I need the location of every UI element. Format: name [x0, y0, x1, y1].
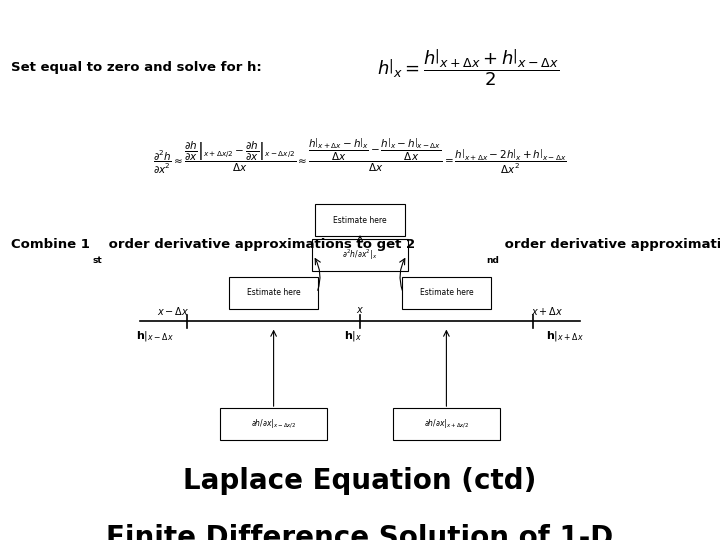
Text: Finite Difference Solution of 1-D: Finite Difference Solution of 1-D	[107, 524, 613, 540]
FancyBboxPatch shape	[402, 277, 491, 309]
Text: $\left. h \right|_x = \dfrac{\left. h \right|_{x+\Delta x} + \left. h \right|_{x: $\left. h \right|_x = \dfrac{\left. h \r…	[377, 47, 559, 88]
FancyBboxPatch shape	[312, 239, 408, 271]
Text: Estimate here: Estimate here	[247, 288, 300, 298]
Text: Estimate here: Estimate here	[420, 288, 473, 298]
Text: Combine 1: Combine 1	[11, 238, 90, 251]
FancyBboxPatch shape	[220, 408, 327, 440]
Text: $x$: $x$	[356, 305, 364, 315]
Text: $x - \Delta x$: $x - \Delta x$	[156, 305, 189, 317]
FancyBboxPatch shape	[229, 277, 318, 309]
Text: nd: nd	[487, 255, 500, 265]
Text: $\partial h/\partial x|_{x-\Delta x/2}$: $\partial h/\partial x|_{x-\Delta x/2}$	[251, 417, 297, 430]
Text: $\mathbf{h}|_{x+\Delta x}$: $\mathbf{h}|_{x+\Delta x}$	[546, 329, 584, 343]
FancyBboxPatch shape	[315, 204, 405, 236]
Text: $\partial h/\partial x|_{x+\Delta x/2}$: $\partial h/\partial x|_{x+\Delta x/2}$	[423, 417, 469, 430]
Text: order derivative approximations to get 2: order derivative approximations to get 2	[104, 238, 415, 251]
Text: order derivative approximation.: order derivative approximation.	[500, 238, 720, 251]
Text: Set equal to zero and solve for h:: Set equal to zero and solve for h:	[11, 61, 261, 74]
Text: Estimate here: Estimate here	[333, 215, 387, 225]
Text: st: st	[92, 255, 102, 265]
Text: $\mathbf{h}|_{x-\Delta x}$: $\mathbf{h}|_{x-\Delta x}$	[136, 329, 174, 343]
FancyBboxPatch shape	[393, 408, 500, 440]
Text: $\dfrac{\partial^2 h}{\partial x^2} \approx \dfrac{\left.\dfrac{\partial h}{\par: $\dfrac{\partial^2 h}{\partial x^2} \app…	[153, 137, 567, 176]
Text: $x + \Delta x$: $x + \Delta x$	[531, 305, 564, 317]
Text: $\mathbf{h}|_x$: $\mathbf{h}|_x$	[343, 329, 362, 343]
Text: $\partial^2 h/\partial x^2|_x$: $\partial^2 h/\partial x^2|_x$	[342, 248, 378, 262]
Text: Laplace Equation (ctd): Laplace Equation (ctd)	[184, 467, 536, 495]
